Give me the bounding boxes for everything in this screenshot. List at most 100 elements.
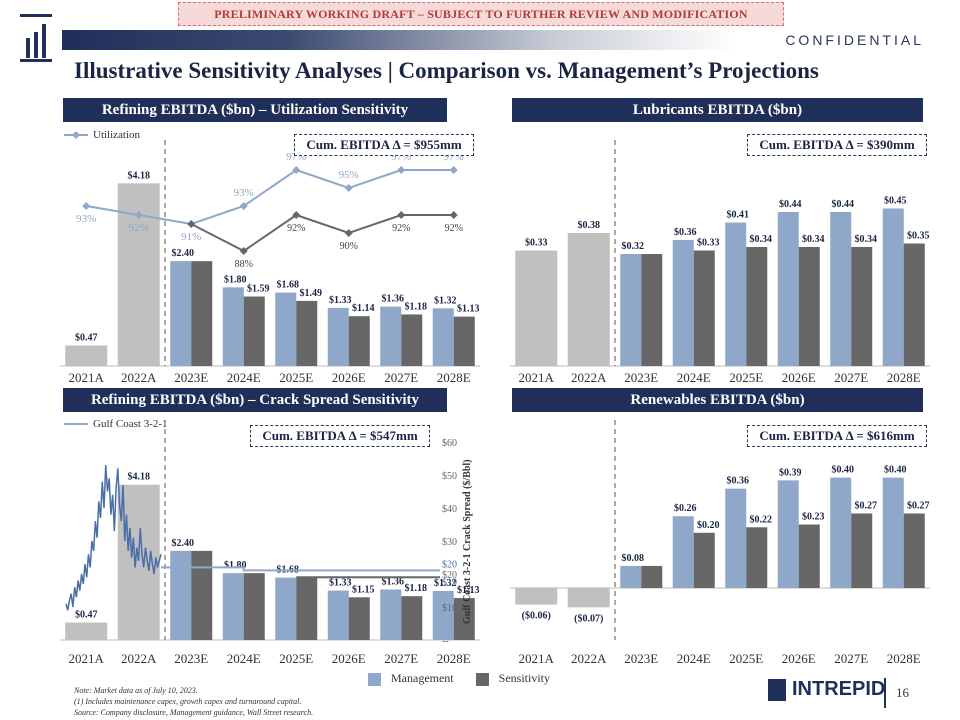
legend-management: Management [368,671,454,686]
data-label-sensitivity-2027E: $1.18 [405,583,428,594]
data-label-actual-2021A: ($0.06) [522,611,551,622]
note-line-2: (1) Includes maintenance capex, growth c… [74,697,302,706]
bar-management-2027E [380,589,402,640]
bar-management-2025E [725,488,747,588]
bar-sensitivity-2024E [243,573,265,640]
utilization-management-label-2026E: 95% [339,169,359,181]
bar-sensitivity-2027E [851,513,873,588]
bar-management-2027E [380,306,402,366]
x-tick-label-2021A: 2021A [69,651,105,666]
data-label-management-2026E: $0.39 [779,467,802,478]
data-label-sensitivity-2027E: $0.27 [855,500,878,511]
data-label-management-2027E: $1.36 [382,294,405,305]
data-label-management-2028E: $1.32 [434,578,457,589]
bar-sensitivity-2027E [851,247,873,366]
bar-sensitivity-2024E [693,532,715,588]
bar-sensitivity-2025E [296,300,318,366]
data-label-management-2023E: $2.40 [172,248,195,259]
utilization-management-marker-2028E [449,166,458,174]
utilization-sensitivity-marker-2024E [239,247,248,255]
bar-sensitivity-2026E [798,247,820,366]
bar-management-2028E [882,208,904,366]
bar-sensitivity-2026E [348,316,370,366]
legend-management-label: Management [391,671,454,685]
chart-lubricants: 2021A 2022A 2023E 2024E 2025E 2026E 2027E 2028E… [510,140,930,385]
crack-legend-marker [64,423,88,425]
page-title: Illustrative Sensitivity Analyses | Comp… [74,58,819,83]
utilization-sensitivity-marker-2025E [292,211,301,219]
legend-sensitivity: Sensitivity [475,671,550,686]
brand-icon [768,678,786,701]
data-label-actual-2022A: $4.18 [128,472,151,483]
crack-legend-label: Gulf Coast 3-2-1 [93,418,168,430]
right-axis-title: Gulf Coast 3-2-1 Crack Spread ($/Bbl) [462,459,473,624]
data-label-sensitivity-2025E: $1.49 [300,288,323,299]
data-label-sensitivity-2024E: $1.59 [247,284,270,295]
x-tick-label-2025E: 2025E [729,370,763,385]
right-extra-tick-1: $19 [442,577,457,588]
utilization-sensitivity-label-2025E: 92% [287,223,305,234]
right-tick-4: $40 [442,504,457,515]
bar-sensitivity-2023E [191,550,213,640]
legend-sensitivity-swatch [475,672,489,686]
bar-actual-2022A [567,233,610,366]
bar-sensitivity-2027E [401,314,423,366]
x-tick-label-2021A: 2021A [69,370,105,385]
data-label-management-2028E: $0.45 [884,196,907,207]
data-label-management-2025E: $0.36 [727,476,750,487]
x-tick-label-2028E: 2028E [887,370,921,385]
data-label-sensitivity-2028E: $0.35 [907,231,930,242]
bar-management-2025E [725,222,747,366]
data-label-sensitivity-2028E: $1.13 [457,585,480,596]
crack-management-line [161,566,440,572]
chart-renewables: 2021A 2022A 2023E 2024E 2025E 2026E 2027E 2028E… [510,420,930,666]
data-label-sensitivity-2025E: $0.34 [750,234,773,245]
bar-management-2023E [170,261,192,366]
company-logo [20,14,52,62]
x-tick-label-2023E: 2023E [174,651,208,666]
utilization-sensitivity-label-2027E: 92% [392,223,410,234]
cum-ebitda-lubricants: Cum. EBITDA Δ = $390mm [747,134,927,156]
x-tick-label-2028E: 2028E [437,370,471,385]
right-tick-1: $10 [442,603,457,614]
panel-title-lubricants: Lubricants EBITDA ($bn) [512,98,923,122]
data-label-sensitivity-2026E: $0.34 [802,234,825,245]
data-label-management-2024E: $1.80 [224,560,247,571]
bar-management-2026E [777,480,799,588]
right-tick-2: $20 [442,570,457,581]
data-label-management-2023E: $2.40 [172,538,195,549]
cum-ebitda-refining-utilization: Cum. EBITDA Δ = $955mm [294,134,474,156]
chart-refining-crack: 2021A 2022A 2023E 2024E 2025E 2026E 2027E 2028E… [60,420,480,666]
x-tick-label-2021A: 2021A [519,370,555,385]
data-label-management-2027E: $0.40 [832,465,855,476]
utilization-sensitivity-label-2026E: 90% [340,241,358,252]
bar-management-2027E [830,212,852,366]
bar-management-2026E [327,590,349,640]
utilization-sensitivity-marker-2026E [344,229,353,237]
utilization-sensitivity-marker-2028E [449,211,458,219]
utilization-sensitivity-label-2024E: 88% [235,259,253,270]
utilization-legend: Utilization [64,129,140,141]
data-label-sensitivity-2026E: $1.14 [352,303,375,314]
data-label-management-2024E: $0.36 [674,227,697,238]
data-label-management-2025E: $1.68 [277,280,300,291]
x-tick-label-2025E: 2025E [729,651,763,666]
bar-management-2028E [882,477,904,588]
data-label-actual-2022A: $0.38 [578,220,601,231]
page-number: 16 [896,685,909,700]
data-label-sensitivity-2024E: $0.33 [697,238,720,249]
right-extra-tick-0: $20 [442,559,457,570]
series-legend: Management Sensitivity [368,671,550,686]
utilization-sensitivity-line [190,213,454,253]
bar-sensitivity-2024E [243,296,265,366]
brand-logo: INTREPID [768,678,885,701]
data-label-management-2026E: $1.33 [329,578,352,589]
cum-ebitda-renewables: Cum. EBITDA Δ = $616mm [747,425,927,447]
bar-sensitivity-2026E [348,597,370,640]
confidential-label: CONFIDENTIAL [785,32,924,48]
data-label-sensitivity-2027E: $1.18 [405,301,428,312]
x-tick-label-2026E: 2026E [332,370,366,385]
bar-management-2023E [170,550,192,640]
utilization-sensitivity-label-2028E: 92% [445,223,463,234]
x-tick-label-2022A: 2022A [571,651,607,666]
